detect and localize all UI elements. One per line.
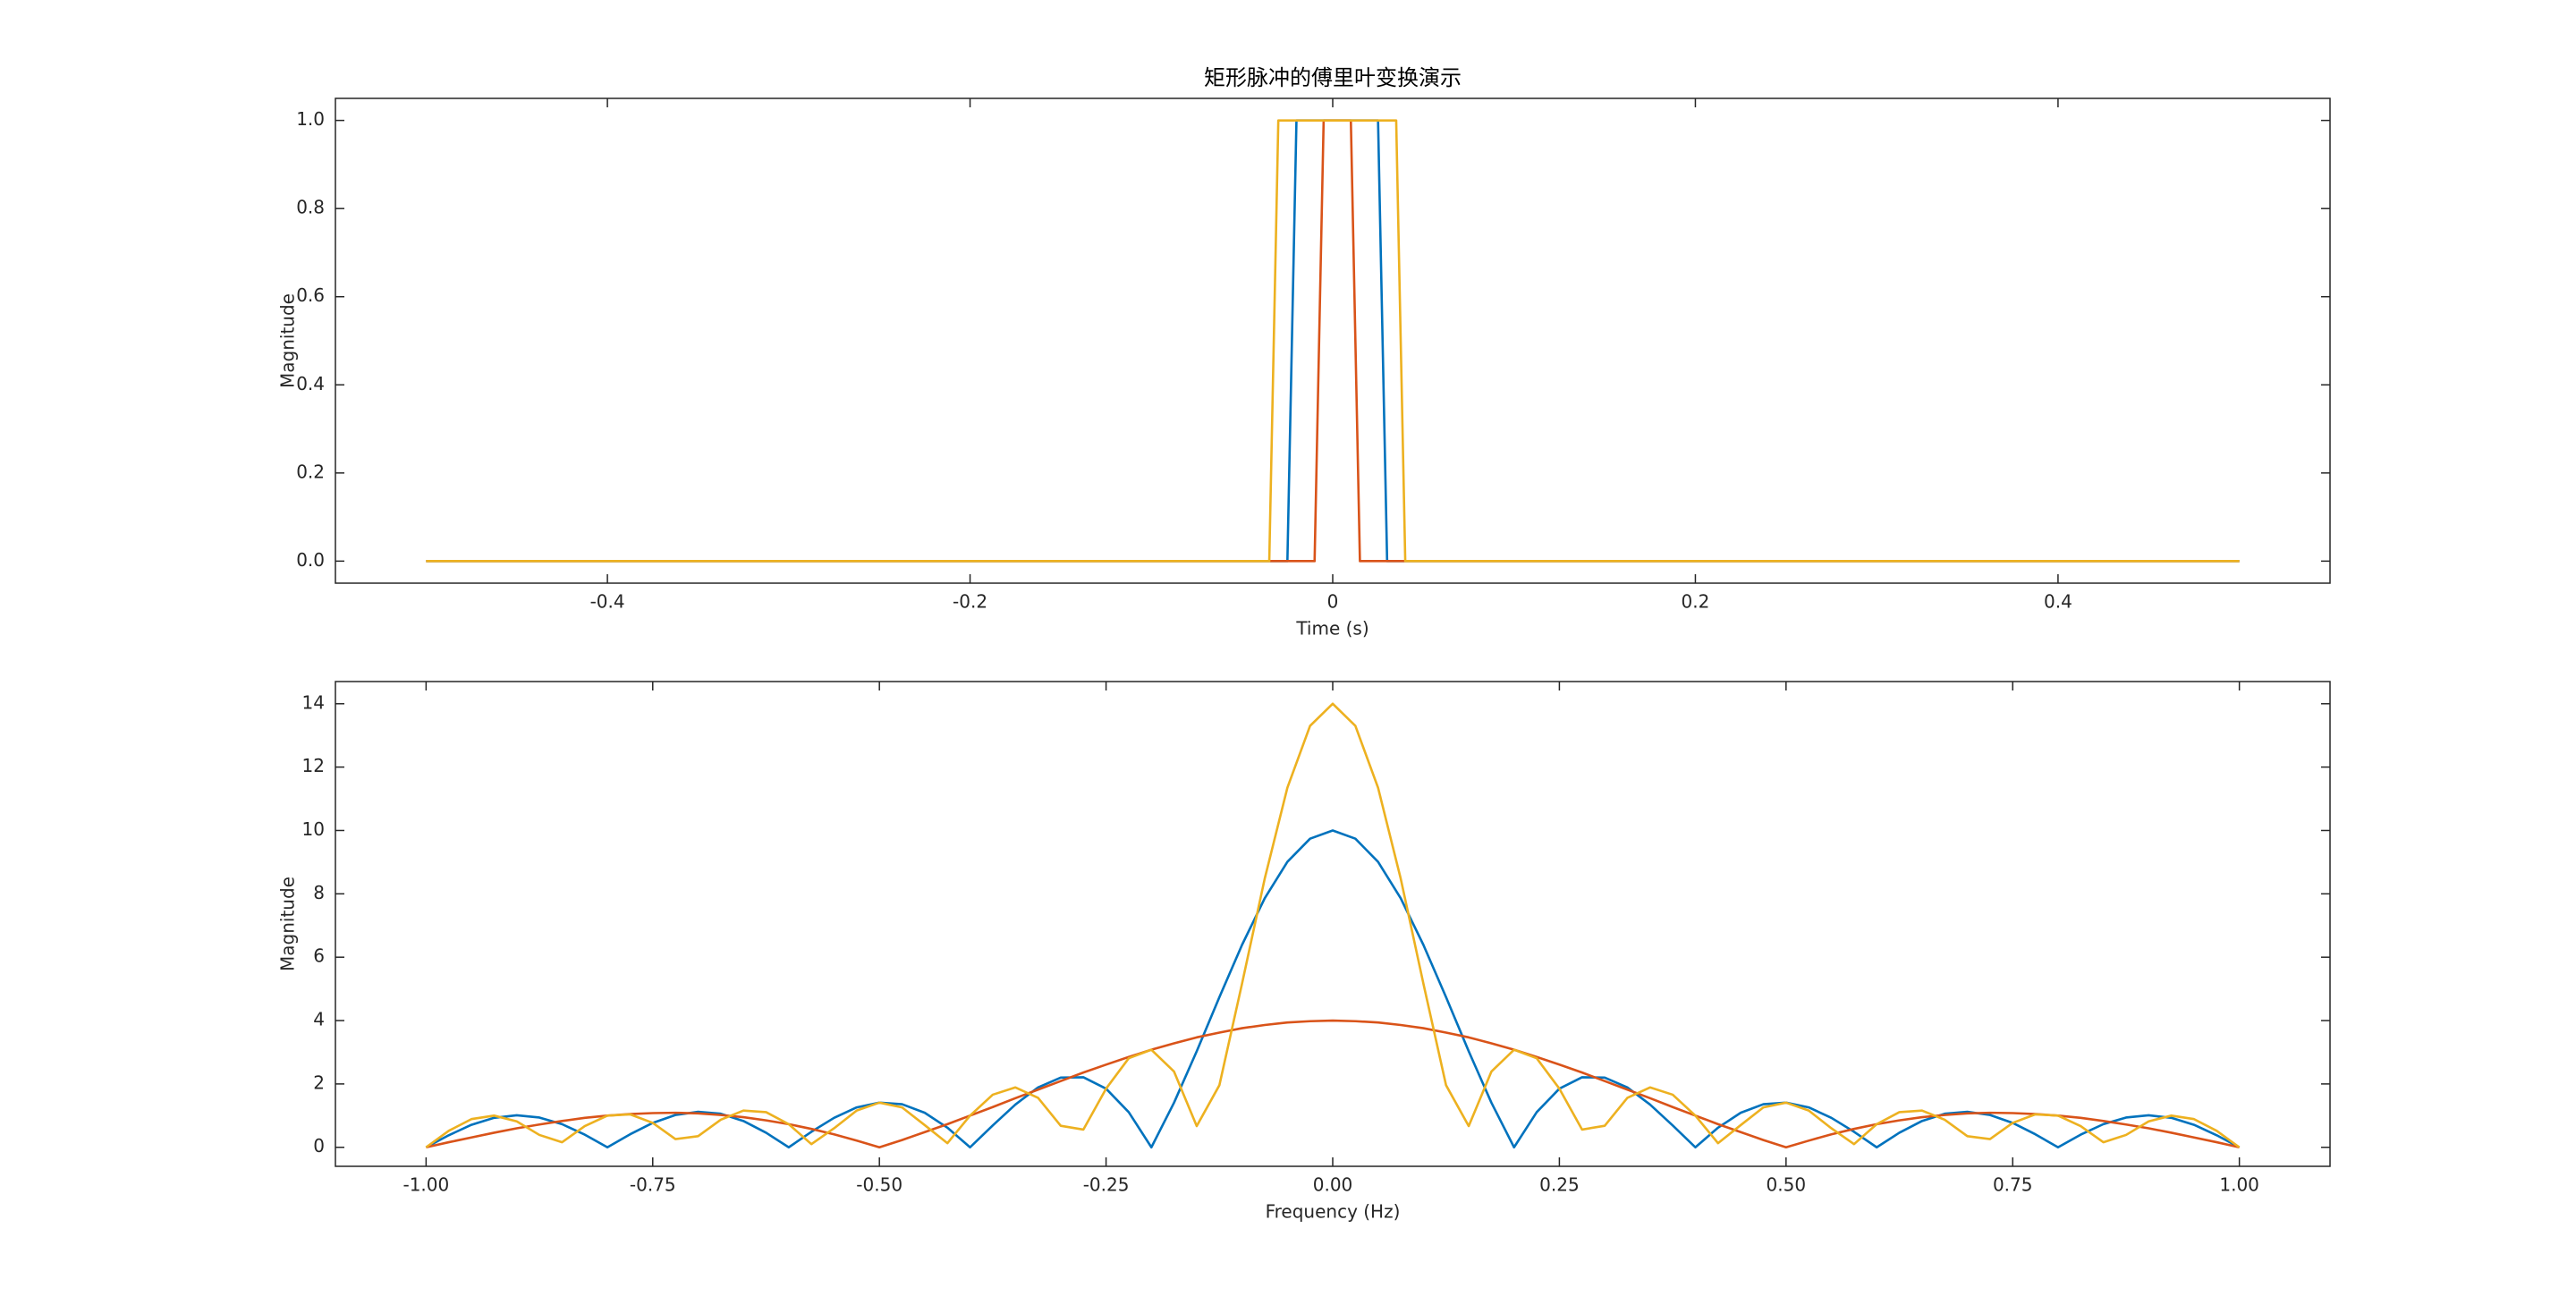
y-axis-label: Magnitude <box>277 877 299 971</box>
y-tick-label: 12 <box>302 755 325 776</box>
y-tick-label: 14 <box>302 691 325 713</box>
y-tick-label: 0.6 <box>296 284 325 306</box>
y-tick-label: 0.0 <box>296 549 325 571</box>
y-tick-label: 0.4 <box>296 373 325 394</box>
x-tick-label: 0.4 <box>2044 591 2072 613</box>
y-tick-label: 2 <box>313 1072 325 1093</box>
y-tick-label: 6 <box>313 945 325 967</box>
x-tick-label: 0 <box>1327 591 1339 613</box>
y-tick-label: 4 <box>313 1009 325 1030</box>
y-tick-label: 0.2 <box>296 461 325 482</box>
chart-title: 矩形脉冲的傅里叶变换演示 <box>1204 65 1462 90</box>
x-tick-label: 0.2 <box>1682 591 1710 613</box>
y-tick-label: 0 <box>313 1135 325 1156</box>
x-axis-label: Frequency (Hz) <box>1266 1201 1401 1223</box>
x-tick-label: -0.2 <box>953 591 987 613</box>
x-tick-label: -0.25 <box>1083 1174 1130 1196</box>
y-tick-label: 1.0 <box>296 108 325 130</box>
y-axis-label: Magnitude <box>277 293 299 388</box>
x-tick-label: 0.75 <box>1993 1174 2033 1196</box>
x-tick-label: -1.00 <box>402 1174 449 1196</box>
x-tick-label: 0.50 <box>1767 1174 1807 1196</box>
data-line <box>426 119 2240 563</box>
y-tick-label: 10 <box>302 818 325 840</box>
x-tick-label: -0.75 <box>630 1174 676 1196</box>
x-tick-label: 1.00 <box>2219 1174 2259 1196</box>
y-tick-label: 0.8 <box>296 197 325 218</box>
y-tick-label: 8 <box>313 882 325 903</box>
data-line <box>425 702 2241 1148</box>
x-tick-label: -0.50 <box>856 1174 902 1196</box>
x-tick-label: 0.25 <box>1539 1174 1580 1196</box>
x-tick-label: -0.4 <box>590 591 625 613</box>
x-axis-label: Time (s) <box>1295 618 1368 640</box>
x-tick-label: 0.00 <box>1313 1174 1353 1196</box>
